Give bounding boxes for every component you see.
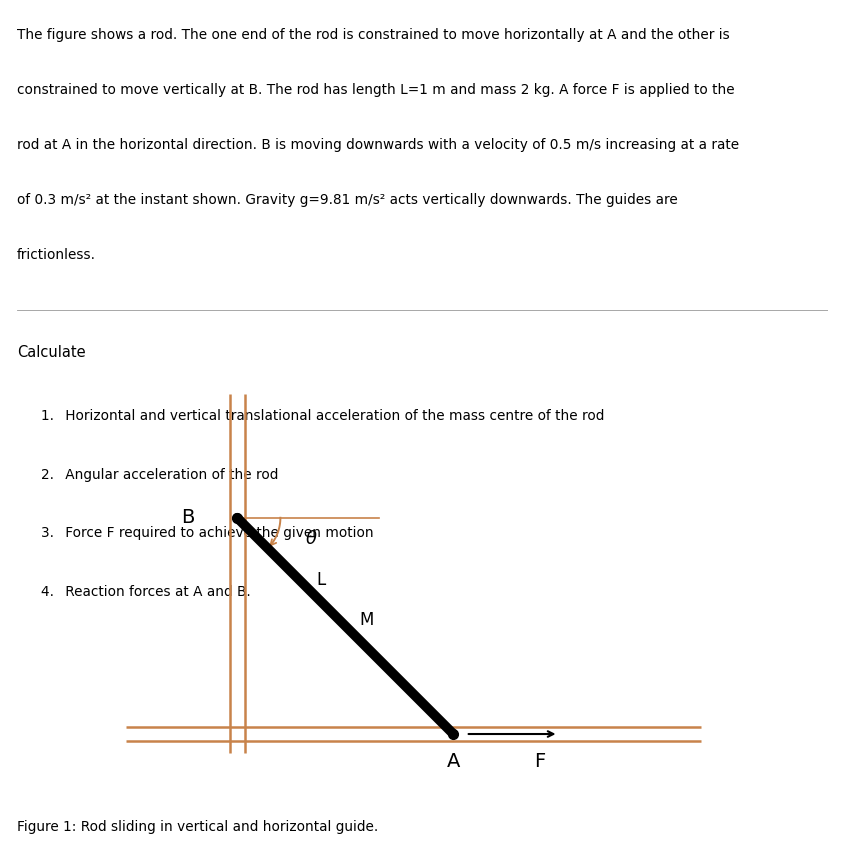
Text: 1.  Horizontal and vertical translational acceleration of the mass centre of the: 1. Horizontal and vertical translational… xyxy=(41,409,604,423)
Text: 4.  Reaction forces at A and B.: 4. Reaction forces at A and B. xyxy=(41,585,251,599)
Text: F: F xyxy=(533,753,545,772)
Text: Calculate: Calculate xyxy=(17,345,85,361)
Text: B: B xyxy=(181,509,194,528)
Text: 2.  Angular acceleration of the rod: 2. Angular acceleration of the rod xyxy=(41,468,279,482)
Text: constrained to move vertically at B. The rod has length L=1 m and mass 2 kg. A f: constrained to move vertically at B. The… xyxy=(17,83,733,97)
Text: rod at A in the horizontal direction. B is moving downwards with a velocity of 0: rod at A in the horizontal direction. B … xyxy=(17,138,738,152)
Text: L: L xyxy=(316,571,325,588)
Text: 3.  Force F required to achieve the given motion: 3. Force F required to achieve the given… xyxy=(41,526,373,541)
Text: $\theta$: $\theta$ xyxy=(305,530,317,548)
Text: The figure shows a rod. The one end of the rod is constrained to move horizontal: The figure shows a rod. The one end of t… xyxy=(17,28,728,42)
Text: M: M xyxy=(360,611,374,629)
Text: Figure 1: Rod sliding in vertical and horizontal guide.: Figure 1: Rod sliding in vertical and ho… xyxy=(17,820,378,834)
Text: frictionless.: frictionless. xyxy=(17,248,95,262)
Text: of 0.3 m/s² at the instant shown. Gravity g=9.81 m/s² acts vertically downwards.: of 0.3 m/s² at the instant shown. Gravit… xyxy=(17,193,677,207)
Text: A: A xyxy=(446,753,459,772)
